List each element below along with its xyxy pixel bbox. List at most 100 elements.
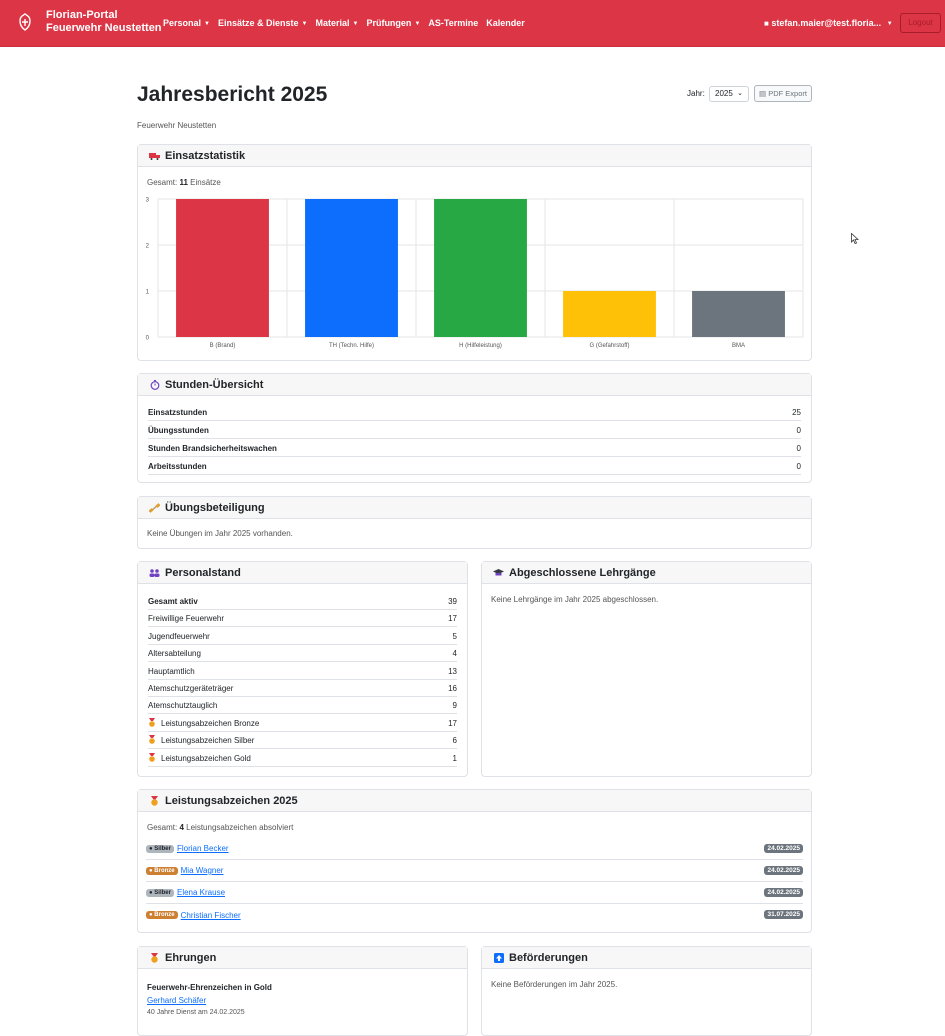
stopwatch-icon <box>149 379 160 390</box>
lehrgaenge-empty-text: Keine Lehrgänge im Jahr 2025 abgeschloss… <box>491 595 659 604</box>
y-tick-label: 2 <box>146 244 150 250</box>
fire-truck-icon <box>149 152 160 160</box>
leistung-total: Gesamt: 4 Leistungsabzeichen absolviert <box>147 823 294 832</box>
badge-silber: ● Silber <box>146 888 174 897</box>
lehrgaenge-card: Abgeschlossene Lehrgänge Keine Lehrgänge… <box>481 561 812 777</box>
card-title: Einsatzstatistik <box>165 149 246 162</box>
brand-title: Florian-Portal <box>46 9 118 21</box>
stunden-card: Stunden-Übersicht Einsatzstunden 25 Übung… <box>137 373 812 483</box>
chart-bar <box>305 199 398 337</box>
navbar: Florian-Portal Feuerwehr Neustetten Pers… <box>0 0 945 47</box>
chevron-down-icon: ▼ <box>414 21 421 27</box>
nav-kalender[interactable]: Kalender <box>486 18 525 28</box>
personal-row: Freiwillige Feuerwehr 17 <box>148 610 457 627</box>
ehrungen-card: Ehrungen Feuerwehr-Ehrenzeichen in Gold … <box>137 946 468 1036</box>
users-icon <box>149 568 160 577</box>
personal-row: Gesamt aktiv 39 <box>148 593 457 610</box>
medal-icon: ● <box>149 889 153 896</box>
pdf-export-label: PDF Export <box>768 89 807 98</box>
person-link[interactable]: Christian Fischer <box>180 910 241 920</box>
chevron-down-icon: ▼ <box>204 21 210 27</box>
card-title: Beförderungen <box>509 951 588 964</box>
stunden-row: Übungsstunden 0 <box>148 422 801 439</box>
personalstand-card: Personalstand Gesamt aktiv 39 Freiwillige… <box>137 561 468 777</box>
brand[interactable]: Florian-Portal Feuerwehr Neustetten <box>16 9 162 35</box>
fire-department-logo-icon <box>16 12 34 32</box>
card-title: Personalstand <box>165 566 241 579</box>
x-tick-label: BMA <box>732 343 745 349</box>
x-tick-label: G (Gefahrstoff) <box>590 343 630 349</box>
nav-as-termine[interactable]: AS-Termine <box>428 18 479 28</box>
pdf-export-button[interactable]: ▤ PDF Export <box>754 85 812 102</box>
person-link[interactable]: Elena Krause <box>176 888 226 897</box>
arrow-up-icon <box>493 952 504 963</box>
stunden-row: Einsatzstunden 25 <box>148 404 801 421</box>
date-badge: 24.02.2025 <box>764 866 803 875</box>
card-title: Stunden-Übersicht <box>165 378 264 391</box>
medal-icon: ● <box>149 912 153 918</box>
card-title: Leistungsabzeichen 2025 <box>165 794 298 807</box>
stunden-row: Arbeitsstunden 0 <box>148 458 801 475</box>
personal-row: Leistungsabzeichen Gold 1 <box>148 750 457 767</box>
person-link[interactable]: Florian Becker <box>176 844 229 853</box>
personal-row: Hauptamtlich 13 <box>148 663 457 680</box>
chevron-down-icon: ⌄ <box>737 90 743 97</box>
date-badge: 24.02.2025 <box>764 888 803 897</box>
ehrung-note: 40 Jahre Dienst am 24.02.2025 <box>147 1009 245 1016</box>
nav-einsaetze-dienste[interactable]: Einsätze & Dienste ▼ <box>217 18 308 28</box>
user-email: stefan.maier@test.floria... <box>771 18 882 28</box>
graduation-cap-icon <box>493 568 504 577</box>
x-tick-label: H (Hilfeleistung) <box>459 343 502 349</box>
page-title: Jahresbericht 2025 <box>137 83 328 106</box>
medal-icon <box>149 952 160 963</box>
einsatzstatistik-card: Einsatzstatistik Gesamt: 11 Einsätze 0 1 2… <box>137 144 812 361</box>
chart-bar <box>563 291 656 337</box>
personal-row: Altersabteilung 4 <box>148 645 457 662</box>
personal-row: Leistungsabzeichen Silber 6 <box>148 732 457 749</box>
page-subtitle: Feuerwehr Neustetten <box>137 121 217 130</box>
brand-subtitle: Feuerwehr Neustetten <box>46 22 162 34</box>
award-row: ● Silber Florian Becker 24.02.2025 <box>146 838 803 860</box>
chart-bar <box>434 199 527 337</box>
personal-row: Jugendfeuerwehr 5 <box>148 628 457 645</box>
ehrung-award: Feuerwehr-Ehrenzeichen in Gold <box>147 983 272 992</box>
einsatz-bar-chart: 0 1 2 3 B (Brand) TH (Techn. Hilfe) H (Hilfele… <box>146 198 804 349</box>
user-icon: ■ <box>764 19 769 28</box>
medal-icon <box>148 735 156 744</box>
nav-pruefungen[interactable]: Prüfungen ▼ <box>366 18 421 28</box>
file-pdf-icon: ▤ <box>759 89 767 98</box>
nav-material[interactable]: Material ▼ <box>315 18 359 28</box>
year-label: Jahr: <box>687 89 705 98</box>
uebungsbeteiligung-card: Übungsbeteiligung Keine Übungen im Jahr … <box>137 496 812 549</box>
nav-personal[interactable]: Personal ▼ <box>163 18 210 28</box>
medal-icon <box>149 795 160 806</box>
chart-bar <box>692 291 785 337</box>
badge-bronze: ● Bronze <box>146 911 178 919</box>
logout-button[interactable]: Logout <box>900 13 941 33</box>
personal-row: Leistungsabzeichen Bronze 17 <box>148 715 457 732</box>
main-nav: Personal ▼ Einsätze & Dienste ▼ Material ▼ … <box>163 18 533 28</box>
badge-silber: ● Silber <box>146 844 174 853</box>
stunden-row: Stunden Brandsicherheitswachen 0 <box>148 440 801 457</box>
date-badge: 31.07.2025 <box>764 910 803 919</box>
leistungsabzeichen-card: Leistungsabzeichen 2025 Gesamt: 4 Leistu… <box>137 789 812 933</box>
year-select[interactable]: 2025 ⌄ <box>709 86 749 102</box>
chart-bar <box>176 199 269 337</box>
user-menu[interactable]: ■ stefan.maier@test.floria... ▼ <box>764 18 893 28</box>
person-link[interactable]: Mia Wagner <box>180 866 224 875</box>
uebung-empty-text: Keine Übungen im Jahr 2025 vorhanden. <box>147 529 293 538</box>
medal-icon <box>148 718 156 727</box>
personal-row: Atemschutzgeräteträger 16 <box>148 680 457 697</box>
award-row: ● Bronze Christian Fischer 31.07.2025 <box>146 904 803 926</box>
medal-icon: ● <box>149 867 153 874</box>
personal-row: Atemschutztauglich 9 <box>148 697 457 714</box>
person-link[interactable]: Gerhard Schäfer <box>147 996 207 1005</box>
x-tick-label: TH (Techn. Hilfe) <box>329 343 374 349</box>
chevron-down-icon: ▼ <box>352 21 359 27</box>
mouse-cursor-icon <box>851 232 860 246</box>
date-badge: 24.02.2025 <box>764 844 803 853</box>
award-row: ● Silber Elena Krause 24.02.2025 <box>146 882 803 904</box>
einsatz-total: Gesamt: 11 Einsätze <box>147 178 221 187</box>
medal-icon <box>148 753 156 762</box>
card-title: Übungsbeteiligung <box>165 501 265 514</box>
